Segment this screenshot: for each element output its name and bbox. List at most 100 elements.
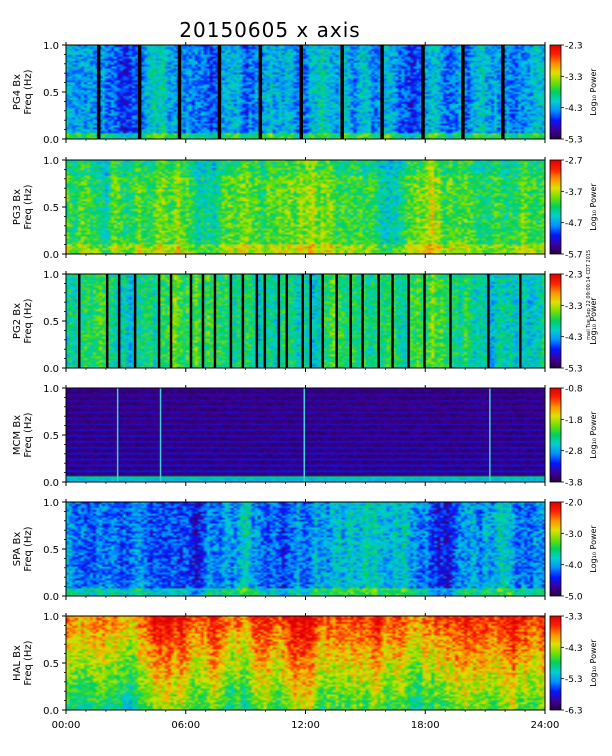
data-gap [157,274,161,368]
colorbar-tick-label: -3.3 [565,302,583,312]
colorbar-tick-label: -1.8 [565,416,583,426]
data-gap [169,274,173,368]
data-gap [105,274,109,368]
colorbar-tick-label: -3.0 [565,530,583,540]
data-gap [285,274,289,368]
y-tick-label: 1.0 [43,156,59,167]
colorbar-tick-label: -5.0 [565,593,583,603]
y-axis-label-station: PG2 Bx [12,303,23,339]
data-gap [461,45,465,139]
data-gap [391,274,394,368]
x-tick-label: 24:00 [531,720,560,731]
y-tick-label: 0.0 [43,364,59,375]
data-gap [407,274,410,368]
data-gap [299,45,304,139]
colorbar-tick-label: -6.3 [565,707,583,717]
colorbar-tick-label: -2.3 [565,271,583,281]
x-tick-label: 00:00 [52,720,81,731]
colorbar-tick-label: -2.8 [565,447,583,457]
y-tick-label: 0.5 [43,317,59,328]
y-axis-label-station: PG3 Bx [12,189,23,225]
data-gap [117,274,121,368]
data-gap [421,45,425,139]
y-axis-label-freq: Freq (Hz) [23,526,34,571]
colorbar-tick-label: -4.3 [565,644,583,654]
y-tick-label: 1.0 [43,41,59,52]
y-tick-label: 0.0 [43,706,59,717]
colorbar [549,387,562,483]
data-gap [361,274,364,368]
y-tick-label: 0.5 [43,545,59,556]
data-gap [487,274,490,368]
colorbar-tick-label: -2.3 [565,42,583,52]
spike-line [489,388,491,482]
colorbar-tick-label: -0.8 [565,385,583,395]
panel-hal: 0.0 0.5 1.0 HAL Bx Freq (Hz) -3.3 -4.3 -5.3 -6.3… [12,612,598,717]
colorbar [549,615,562,711]
spectrogram-image [66,274,545,368]
y-axis-label-freq: Freq (Hz) [23,184,34,229]
colorbar-tick-label: -2.7 [565,157,583,167]
data-gap [423,274,426,368]
y-tick-label: 0.5 [43,88,59,99]
colorbar-tick-label: -3.3 [565,613,583,623]
panel-pg4: 0.0 0.5 1.0 PG4 Bx Freq (Hz) -2.3 -3.3 -4.3 -5.3… [12,41,598,146]
spectrogram-image [66,616,545,710]
colorbar-tick-label: -5.3 [565,675,583,685]
colorbar-tick-label: -5.7 [565,251,583,261]
data-gap [380,45,384,139]
colorbar-label: Log₁₀ Power [589,411,598,459]
colorbar-tick-label: -4.7 [565,219,583,229]
y-axis-label-freq: Freq (Hz) [23,640,34,685]
spectrogram-image [66,45,545,139]
y-tick-label: 0.0 [43,478,59,489]
colorbar-tick-label: -3.3 [565,73,583,83]
data-gap [321,274,324,368]
panel-mcm: 0.0 0.5 1.0 MCM Bx Freq (Hz) -0.8 -1.8 -2.8 -3.8… [12,384,598,489]
data-gap [301,274,305,368]
colorbar-label: Log₁₀ Power [589,68,598,116]
data-gap [519,274,522,368]
data-gap [137,45,142,139]
y-axis-label-freq: Freq (Hz) [23,69,34,114]
y-tick-label: 1.0 [43,612,59,623]
data-gap [340,45,344,139]
colorbar [549,501,562,597]
data-gap [229,274,233,368]
y-tick-label: 1.0 [43,498,59,509]
y-tick-label: 1.0 [43,270,59,281]
x-tick-label: 12:00 [291,720,320,731]
y-axis-label-freq: Freq (Hz) [23,298,34,343]
colorbar-label: Log₁₀ Power [589,183,598,231]
panel-spa: 0.0 0.5 1.0 SPA Bx Freq (Hz) -2.0 -3.0 -4.0 -5.0… [12,498,598,603]
y-axis-label-station: SPA Bx [12,532,23,567]
panel-pg2: 0.0 0.5 1.0 PG2 Bx Freq (Hz) -2.3 -3.3 -4.3 -5.3… [12,270,598,375]
colorbar-tick-label: -4.0 [565,561,583,571]
spectrogram-image [66,160,545,254]
spectrogram-image [66,388,545,482]
data-gap [96,45,101,139]
data-gap [77,274,81,368]
y-tick-label: 1.0 [43,384,59,395]
data-gap [335,274,338,368]
data-gap [201,274,205,368]
data-gap [133,274,137,368]
data-gap [258,45,263,139]
x-tick-label: 18:00 [411,720,440,731]
y-axis-label-freq: Freq (Hz) [23,412,34,457]
figure-title: 20150605 x axis [179,18,361,42]
spike-line [116,388,119,482]
colorbar-label: Log₁₀ Power [589,525,598,573]
data-gap [349,274,352,368]
y-axis-label-station: MCM Bx [12,415,23,455]
y-axis-label-station: PG4 Bx [12,74,23,110]
y-tick-label: 0.0 [43,135,59,146]
spike-line [303,388,306,482]
data-gap [309,274,312,368]
y-tick-label: 0.0 [43,250,59,261]
y-tick-label: 0.0 [43,592,59,603]
data-gap [255,274,259,368]
data-gap [377,274,380,368]
